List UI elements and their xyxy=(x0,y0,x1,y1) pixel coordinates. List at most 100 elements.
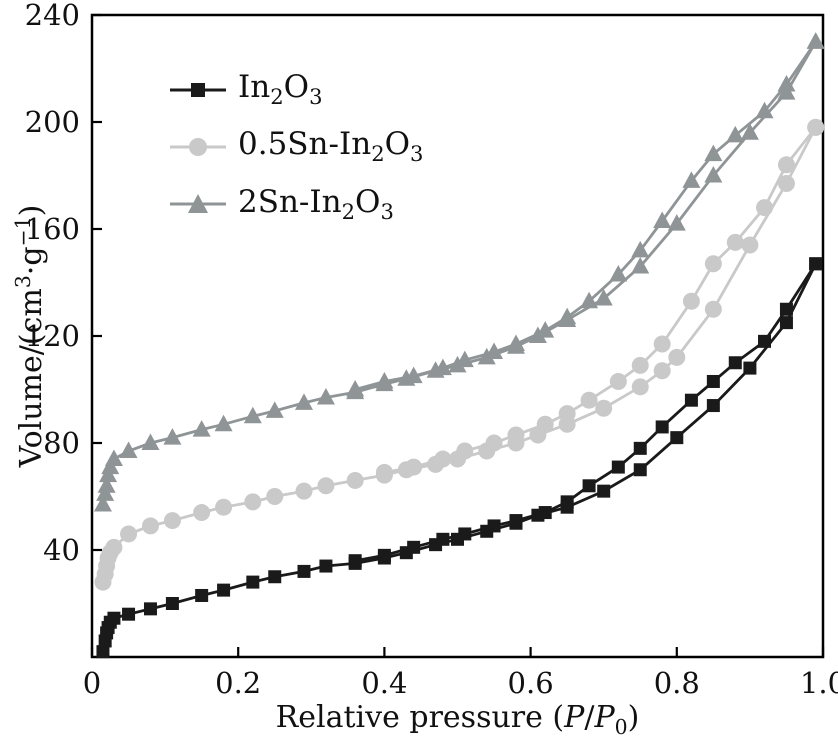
circle-marker xyxy=(609,372,627,390)
legend-marker-circle-icon xyxy=(170,137,226,156)
legend-label: 0.5Sn-In2O3 xyxy=(238,126,424,167)
circle-marker xyxy=(536,415,554,433)
y-tick-label: 200 xyxy=(25,105,80,139)
square-marker xyxy=(597,484,611,498)
legend-label: 2Sn-In2O3 xyxy=(238,183,394,224)
circle-marker xyxy=(295,482,313,500)
circle-marker xyxy=(266,488,284,505)
triangle-marker xyxy=(631,256,650,274)
triangle-marker xyxy=(97,476,116,493)
triangle-marker xyxy=(682,171,701,188)
x-axis-label: Relative pressure (P/P0) xyxy=(275,700,640,739)
legend: In2O3 0.5Sn-In2O3 2Sn-In2O3 xyxy=(170,72,423,222)
square-marker xyxy=(706,399,720,413)
circle-marker xyxy=(704,255,722,273)
triangle-marker xyxy=(214,414,233,432)
square-marker xyxy=(458,527,472,541)
circle-marker xyxy=(631,378,649,396)
square-marker xyxy=(487,519,501,533)
circle-marker xyxy=(741,236,759,254)
square-marker xyxy=(377,548,391,562)
square-marker xyxy=(582,479,596,493)
circle-marker xyxy=(105,538,123,556)
square-marker xyxy=(670,431,684,445)
circle-marker xyxy=(405,458,423,476)
legend-item-in2o3: In2O3 xyxy=(170,72,423,107)
circle-marker xyxy=(507,426,525,444)
circle-marker xyxy=(726,233,744,251)
square-marker xyxy=(195,588,209,602)
triangle-marker xyxy=(433,358,452,376)
triangle-marker xyxy=(294,393,313,410)
square-marker xyxy=(348,554,362,568)
square-marker xyxy=(246,575,260,589)
x-tick-label: 0.6 xyxy=(508,666,554,700)
square-marker xyxy=(633,441,647,455)
triangle-marker xyxy=(404,366,423,384)
triangle-marker xyxy=(536,321,555,338)
circle-marker xyxy=(777,156,795,174)
circle-marker xyxy=(595,399,613,417)
circle-marker xyxy=(653,335,671,353)
circle-marker xyxy=(704,300,722,318)
circle-marker xyxy=(120,525,138,543)
square-marker xyxy=(268,570,282,584)
square-marker xyxy=(436,532,450,546)
triangle-marker xyxy=(806,32,825,49)
square-marker xyxy=(319,559,333,573)
triangle-marker xyxy=(755,101,774,119)
triangle-marker xyxy=(667,214,686,231)
y-axis-label: Volume/(cm3·g−1) xyxy=(11,204,49,468)
y-tick-label: 40 xyxy=(43,533,80,567)
square-marker xyxy=(122,607,136,621)
square-marker xyxy=(538,506,552,520)
circle-marker xyxy=(558,405,576,423)
circle-marker xyxy=(193,504,211,522)
triangle-marker xyxy=(726,125,745,143)
triangle-marker xyxy=(375,371,394,389)
square-marker xyxy=(758,334,772,348)
triangle-marker xyxy=(141,433,160,450)
y-tick-label: 120 xyxy=(25,319,80,353)
square-marker xyxy=(143,602,157,616)
square-marker xyxy=(743,361,757,375)
circle-marker xyxy=(653,362,671,380)
circle-marker xyxy=(682,292,700,310)
square-marker xyxy=(107,611,121,625)
triangle-marker xyxy=(594,289,613,306)
triangle-marker xyxy=(653,211,672,228)
triangle-marker xyxy=(580,291,599,309)
square-marker xyxy=(96,645,110,659)
triangle-marker xyxy=(506,334,525,352)
circle-marker xyxy=(244,493,262,511)
x-tick-label: 0.2 xyxy=(215,666,261,700)
triangle-marker xyxy=(485,342,504,360)
triangle-marker xyxy=(163,428,182,445)
square-marker xyxy=(297,564,311,578)
triangle-marker xyxy=(93,495,112,512)
circle-marker xyxy=(141,517,159,535)
square-marker xyxy=(217,583,231,597)
square-marker xyxy=(728,356,742,370)
triangle-marker xyxy=(119,441,138,459)
triangle-marker xyxy=(243,406,262,424)
triangle-marker xyxy=(558,307,577,325)
square-marker xyxy=(655,420,669,434)
circle-marker xyxy=(777,175,795,193)
square-marker xyxy=(509,514,523,528)
y-tick-label: 80 xyxy=(43,426,80,460)
triangle-marker xyxy=(192,420,211,437)
square-marker xyxy=(779,316,793,330)
square-marker xyxy=(165,597,179,610)
square-marker xyxy=(611,460,625,474)
legend-marker-triangle-icon xyxy=(170,194,226,214)
square-marker xyxy=(684,393,698,407)
triangle-marker xyxy=(265,401,284,418)
triangle-marker xyxy=(104,449,123,467)
circle-marker xyxy=(668,348,686,366)
x-tick-label: 1.0 xyxy=(800,666,838,700)
triangle-marker xyxy=(631,240,650,258)
series-line-desorption xyxy=(354,41,817,391)
legend-item-05sn-in2o3: 0.5Sn-In2O3 xyxy=(170,129,423,164)
